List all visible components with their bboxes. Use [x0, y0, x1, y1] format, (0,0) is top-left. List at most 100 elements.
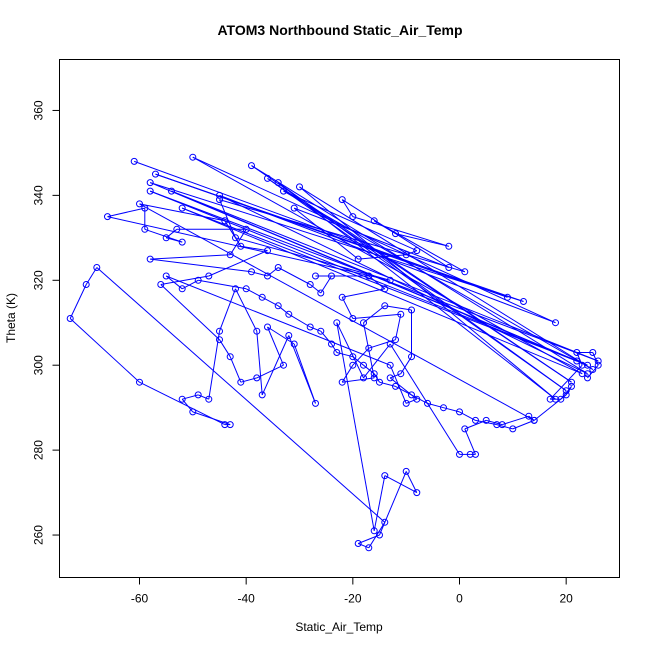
data-point [370, 527, 378, 535]
y-tick-label: 260 [32, 525, 46, 545]
series-segment [208, 250, 268, 277]
data-point [381, 285, 389, 293]
series-segment [139, 203, 225, 222]
series-segment [406, 398, 417, 404]
data-point [525, 412, 533, 420]
series-segment [294, 207, 449, 268]
data-point [130, 157, 138, 165]
data-point [82, 281, 90, 288]
series-segment [107, 207, 145, 218]
data-point [290, 340, 298, 348]
data-point [568, 378, 575, 386]
data-point [136, 200, 143, 208]
series-segment [379, 471, 407, 536]
data-point [296, 183, 303, 191]
data-point [232, 234, 239, 242]
data-point [226, 251, 234, 259]
data-point [205, 395, 213, 403]
data-point [264, 272, 271, 280]
series-segment [502, 415, 529, 426]
series-segment [299, 186, 556, 400]
data-point [194, 391, 202, 399]
data-point [386, 361, 394, 369]
data-point [392, 230, 399, 238]
x-tick-label: -40 [237, 592, 255, 606]
data-point [349, 213, 357, 221]
series-segment [310, 326, 321, 332]
series-segment [358, 534, 380, 544]
series-segment [549, 364, 583, 400]
data-point [216, 327, 223, 335]
series-segment [277, 182, 567, 392]
data-point [578, 370, 586, 378]
series-segment [336, 322, 364, 379]
data-point [402, 251, 410, 259]
data-point [594, 361, 602, 369]
data-point [258, 391, 266, 399]
series-segment [384, 305, 412, 311]
data-point [365, 544, 373, 552]
data-point [338, 293, 346, 301]
series-segment [352, 356, 364, 366]
series-segment [373, 220, 466, 273]
data-point [221, 217, 229, 225]
series-segment [256, 331, 263, 395]
data-point [354, 255, 362, 263]
data-point [562, 387, 570, 395]
data-point [306, 281, 314, 288]
series-segment [358, 543, 369, 549]
data-point [413, 489, 421, 497]
data-point [386, 276, 394, 284]
series-segment [267, 177, 572, 383]
y-tick-label: 280 [32, 440, 46, 460]
series-segment [293, 207, 359, 260]
series-segment [192, 156, 556, 324]
data-point [306, 323, 314, 331]
data-point [178, 285, 186, 293]
data-point [248, 162, 255, 170]
data-point [456, 450, 463, 458]
series-segment [288, 313, 311, 328]
data-point [194, 276, 202, 284]
data-point [349, 361, 357, 369]
series-segment [277, 305, 290, 315]
data-point [290, 204, 298, 212]
series-segment [150, 254, 231, 260]
data-point [504, 293, 511, 301]
series-segment [219, 194, 588, 375]
data-point [370, 217, 378, 225]
series-segment [342, 288, 385, 298]
series-segment [384, 475, 418, 494]
data-point [408, 353, 415, 361]
series-segment [235, 288, 258, 332]
data-point [232, 285, 239, 293]
series-segment [219, 288, 236, 332]
data-point [162, 234, 170, 242]
data-point [189, 408, 197, 416]
y-axis-label: Theta (K) [4, 293, 18, 343]
data-point [333, 319, 341, 327]
data-point [360, 374, 367, 382]
data-point [498, 421, 506, 429]
data-point [466, 450, 474, 458]
data-point [146, 187, 154, 195]
x-tick-label: 0 [456, 592, 463, 606]
series-segment [165, 228, 178, 239]
data-point [594, 357, 602, 365]
data-point [189, 153, 197, 161]
data-point [376, 378, 383, 386]
series-segment [182, 207, 588, 366]
data-point [573, 349, 581, 356]
series-segment [352, 216, 449, 247]
data-point [445, 242, 453, 250]
data-point [578, 361, 586, 369]
data-point [237, 378, 245, 386]
data-point [237, 242, 245, 250]
y-tick-label: 360 [32, 100, 46, 120]
data-point [402, 399, 410, 407]
series-segment [363, 364, 375, 375]
data-point [178, 238, 186, 246]
series-segment [69, 284, 87, 319]
series-segment [475, 419, 497, 426]
data-point [136, 378, 143, 386]
